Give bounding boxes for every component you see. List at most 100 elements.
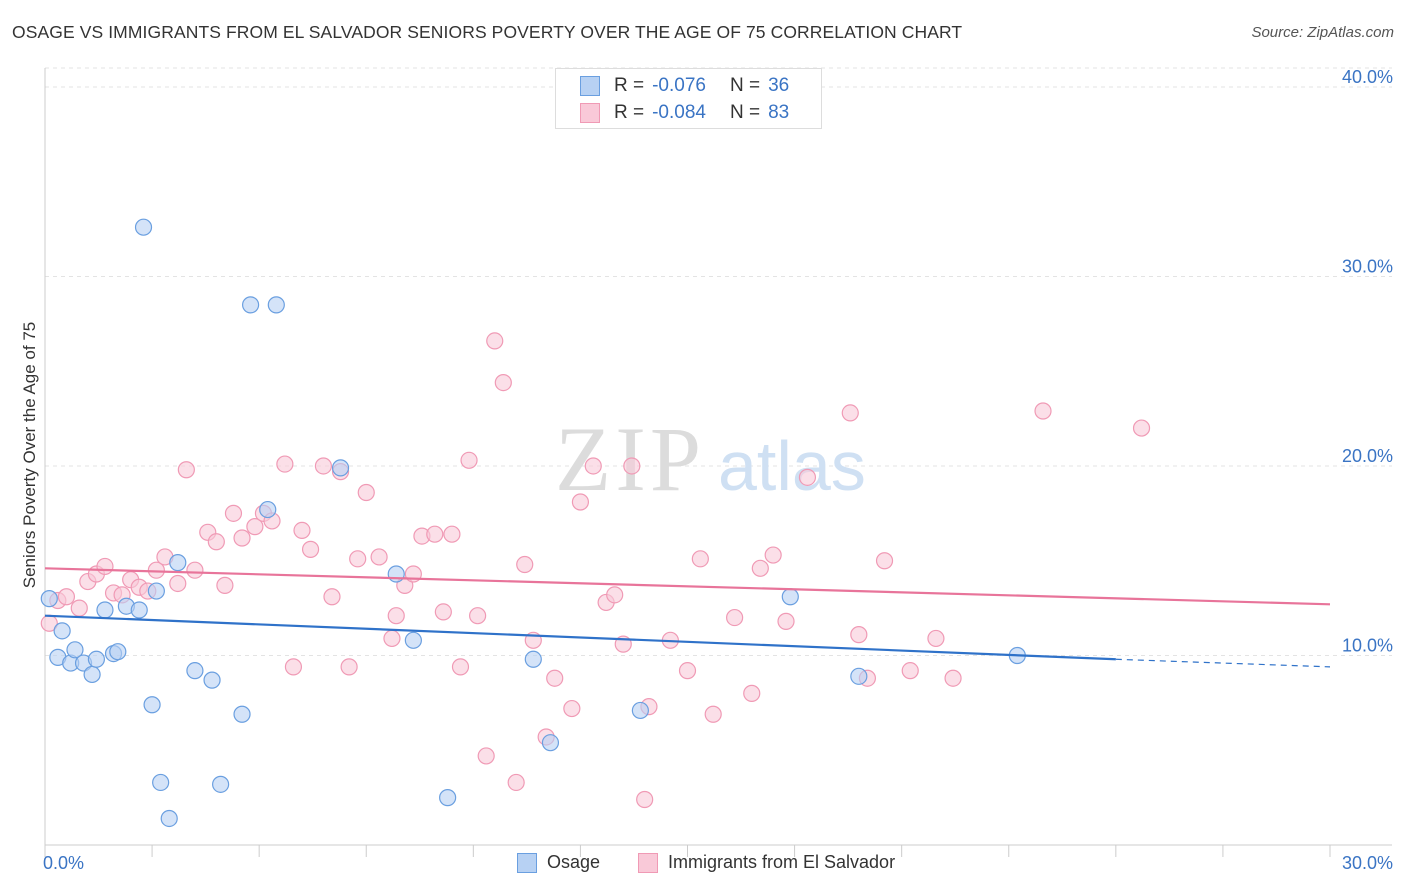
data-point bbox=[516, 555, 534, 574]
data-point bbox=[96, 557, 114, 576]
data-point bbox=[152, 773, 170, 792]
data-point bbox=[726, 608, 744, 627]
legend-row-osage: R = -0.076 N = 36 bbox=[580, 75, 789, 97]
legend-item-osage[interactable]: Osage bbox=[517, 852, 600, 873]
data-point bbox=[349, 550, 367, 568]
data-point bbox=[494, 373, 512, 392]
data-point bbox=[404, 631, 422, 649]
legend-label-osage: Osage bbox=[547, 852, 601, 872]
data-point bbox=[186, 662, 204, 680]
data-point bbox=[387, 565, 405, 583]
data-point bbox=[623, 457, 641, 475]
trend-lines bbox=[44, 567, 1331, 668]
data-point bbox=[678, 662, 697, 680]
data-point bbox=[901, 662, 919, 680]
series-legend: Osage Immigrants from El Salvador bbox=[0, 852, 1406, 878]
n-label: N = bbox=[729, 75, 761, 96]
data-point bbox=[1132, 419, 1151, 437]
data-point bbox=[301, 540, 320, 558]
data-point bbox=[563, 699, 581, 718]
el-salvador-legend-swatch bbox=[638, 852, 658, 873]
data-point bbox=[477, 747, 495, 765]
y-tick-label: 20.0% bbox=[1342, 446, 1393, 466]
data-point bbox=[691, 550, 709, 568]
y-tick-label: 10.0% bbox=[1342, 635, 1393, 655]
data-point bbox=[212, 775, 230, 793]
data-point bbox=[631, 701, 649, 720]
data-point bbox=[927, 629, 945, 648]
data-point bbox=[584, 457, 602, 475]
data-point bbox=[160, 809, 178, 828]
data-point bbox=[216, 576, 234, 594]
data-point bbox=[743, 684, 761, 702]
data-point bbox=[87, 650, 106, 668]
data-point bbox=[130, 601, 148, 619]
data-point bbox=[40, 590, 58, 608]
data-point bbox=[203, 671, 221, 689]
data-point bbox=[169, 554, 187, 572]
data-point bbox=[751, 559, 769, 577]
data-point bbox=[524, 650, 542, 668]
y-tick-label: 30.0% bbox=[1342, 256, 1393, 276]
data-point bbox=[764, 546, 782, 564]
data-point bbox=[143, 696, 161, 714]
trend-line bbox=[44, 567, 1331, 606]
n-value: 36 bbox=[768, 75, 790, 96]
data-point bbox=[426, 525, 444, 543]
data-point bbox=[486, 332, 504, 350]
data-point bbox=[186, 561, 204, 579]
data-point bbox=[850, 667, 868, 685]
data-point bbox=[704, 705, 722, 723]
data-point bbox=[383, 629, 401, 648]
data-point bbox=[777, 612, 795, 630]
legend-label-el-salvador: Immigrants from El Salvador bbox=[668, 852, 896, 872]
data-point bbox=[370, 548, 388, 566]
source-label: Source: ZipAtlas.com bbox=[1251, 24, 1394, 41]
y-tick-label: 40.0% bbox=[1342, 67, 1393, 87]
data-point bbox=[267, 296, 285, 314]
legend-item-el-salvador[interactable]: Immigrants from El Salvador bbox=[638, 852, 895, 873]
legend-row-el-salvador: R = -0.084 N = 83 bbox=[580, 102, 789, 124]
data-point bbox=[507, 773, 525, 792]
data-point bbox=[276, 455, 294, 473]
data-point bbox=[439, 789, 457, 807]
data-point bbox=[246, 518, 264, 536]
data-point bbox=[147, 582, 165, 600]
watermark-atlas: atlas bbox=[718, 427, 866, 505]
axes bbox=[44, 68, 1392, 857]
data-point bbox=[469, 607, 487, 625]
correlation-legend: R = -0.076 N = 36 R = -0.084 N = 83 bbox=[555, 68, 822, 129]
data-point bbox=[571, 493, 590, 511]
data-point bbox=[233, 529, 251, 547]
x-tick-label: 30.0% bbox=[1342, 853, 1393, 873]
data-point bbox=[233, 705, 251, 723]
data-point bbox=[460, 451, 478, 469]
data-point bbox=[434, 603, 452, 621]
r-value: -0.076 bbox=[652, 75, 706, 96]
data-point bbox=[606, 586, 624, 604]
data-point bbox=[224, 504, 243, 522]
data-point bbox=[781, 588, 799, 606]
data-point bbox=[53, 622, 71, 640]
data-point bbox=[541, 734, 560, 752]
data-point bbox=[259, 500, 277, 519]
r-label: R = bbox=[614, 75, 645, 96]
data-point bbox=[96, 601, 114, 619]
data-point bbox=[109, 643, 127, 661]
data-point bbox=[546, 669, 564, 687]
data-point bbox=[850, 626, 868, 644]
data-point bbox=[169, 574, 187, 593]
data-point bbox=[323, 588, 341, 606]
data-point bbox=[83, 665, 101, 684]
x-tick-label: 0.0% bbox=[43, 853, 84, 873]
data-point bbox=[841, 404, 859, 422]
data-points bbox=[40, 218, 1151, 828]
data-point bbox=[284, 658, 303, 676]
trend-line-extension bbox=[1115, 658, 1331, 668]
data-point bbox=[340, 658, 358, 676]
data-point bbox=[57, 588, 76, 606]
osage-legend-swatch bbox=[517, 852, 537, 873]
osage-swatch bbox=[580, 76, 600, 96]
chart-title: OSAGE VS IMMIGRANTS FROM EL SALVADOR SEN… bbox=[12, 22, 963, 42]
data-point bbox=[134, 218, 153, 236]
